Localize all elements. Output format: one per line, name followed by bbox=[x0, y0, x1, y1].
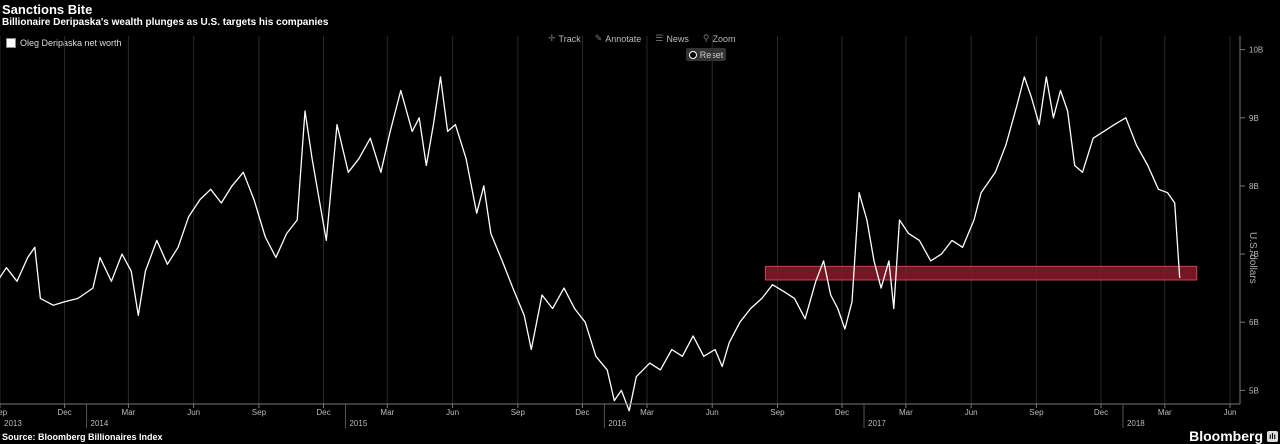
y-tick-label: 10B bbox=[1249, 46, 1263, 55]
x-tick-label: Mar bbox=[380, 408, 394, 417]
series-group bbox=[0, 76, 1181, 412]
year-label: 2016 bbox=[608, 419, 626, 428]
legend-swatch[interactable] bbox=[6, 38, 16, 48]
x-tick-label: Jun bbox=[706, 408, 719, 417]
annotate-label: Annotate bbox=[605, 33, 642, 44]
x-tick-label: Sep bbox=[0, 408, 8, 417]
annotate-button[interactable]: ✎ Annotate bbox=[595, 33, 642, 44]
year-label: 2015 bbox=[349, 419, 367, 428]
y-axis: 5B 6B 7B 8B 9B 10B bbox=[1239, 36, 1263, 404]
magnifier-icon: ⚲ bbox=[702, 33, 710, 43]
x-tick-label: Sep bbox=[511, 408, 526, 417]
y-tick-label: 8B bbox=[1249, 182, 1259, 191]
grid-lines bbox=[0, 36, 1231, 404]
series-line bbox=[0, 76, 1181, 412]
x-tick-label: Sep bbox=[770, 408, 785, 417]
bloomberg-badge-icon: ılı bbox=[1267, 430, 1278, 442]
reset-button[interactable]: Reset bbox=[686, 48, 726, 61]
x-tick-label: Dec bbox=[575, 408, 589, 417]
x-tick-label: Dec bbox=[1094, 408, 1108, 417]
y-tick-label: 9B bbox=[1249, 114, 1259, 123]
chart-subtitle: Billionaire Deripaska's wealth plunges a… bbox=[2, 17, 329, 28]
x-tick-label: Jun bbox=[446, 408, 459, 417]
brand-logo: Bloomberg ılı bbox=[1189, 428, 1278, 444]
track-label: Track bbox=[558, 33, 581, 44]
year-label: 2017 bbox=[868, 419, 886, 428]
zoom-button[interactable]: ⚲ Zoom bbox=[703, 33, 736, 44]
x-tick-label: Mar bbox=[640, 408, 654, 417]
chart-toolbar: ✛ Track ✎ Annotate ☰ News ⚲ Zoom bbox=[548, 33, 736, 44]
news-label: News bbox=[666, 33, 689, 44]
news-icon: ☰ bbox=[655, 33, 664, 43]
x-axis: Sep Dec Mar Jun Sep Dec Mar Jun Sep Dec Mar Jun Sep D… bbox=[0, 403, 1240, 428]
highlight-band bbox=[764, 265, 1198, 281]
news-button[interactable]: ☰ News bbox=[655, 33, 689, 44]
x-tick-label: Dec bbox=[316, 408, 330, 417]
zoom-label: Zoom bbox=[712, 33, 736, 44]
x-tick-label: Mar bbox=[1158, 408, 1172, 417]
x-tick-label: Dec bbox=[57, 408, 71, 417]
x-tick-label: Jun bbox=[187, 408, 200, 417]
reset-label: Reset bbox=[699, 49, 724, 60]
x-tick-label: Dec bbox=[835, 408, 849, 417]
y-tick-label: 6B bbox=[1249, 318, 1259, 327]
x-tick-label: Jun bbox=[965, 408, 978, 417]
x-tick-label: Mar bbox=[899, 408, 913, 417]
year-label: 2018 bbox=[1127, 419, 1145, 428]
y-tick-label: 5B bbox=[1249, 386, 1259, 395]
legend[interactable]: Oleg Deripaska net worth bbox=[6, 38, 122, 48]
y-axis-label: U.S. dollars bbox=[1247, 232, 1258, 284]
x-tick-label: Mar bbox=[122, 408, 136, 417]
highlight-band-group bbox=[764, 265, 1198, 281]
chart-title: Sanctions Bite bbox=[2, 2, 93, 17]
x-tick-label: Sep bbox=[1029, 408, 1044, 417]
track-button[interactable]: ✛ Track bbox=[548, 33, 581, 44]
brand-name: Bloomberg bbox=[1189, 428, 1263, 444]
y-tick-label: 7B bbox=[1249, 250, 1259, 259]
year-label: 2014 bbox=[91, 419, 109, 428]
reset-icon bbox=[688, 50, 697, 59]
pencil-icon: ✎ bbox=[594, 33, 603, 43]
legend-label: Oleg Deripaska net worth bbox=[20, 38, 122, 48]
year-label: 2013 bbox=[4, 419, 22, 428]
source-note: Source: Bloomberg Billionaires Index bbox=[2, 432, 163, 442]
x-tick-label: Jun bbox=[1224, 408, 1237, 417]
crosshair-icon: ✛ bbox=[548, 33, 556, 43]
x-tick-label: Sep bbox=[252, 408, 267, 417]
